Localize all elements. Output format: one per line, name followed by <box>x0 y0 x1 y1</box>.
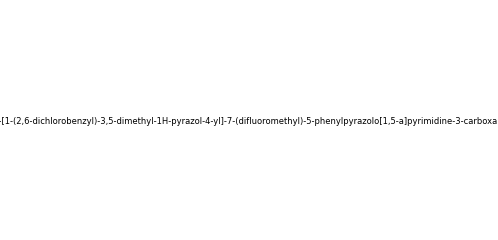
Text: N-[1-(2,6-dichlorobenzyl)-3,5-dimethyl-1H-pyrazol-4-yl]-7-(difluoromethyl)-5-phe: N-[1-(2,6-dichlorobenzyl)-3,5-dimethyl-1… <box>0 117 498 126</box>
